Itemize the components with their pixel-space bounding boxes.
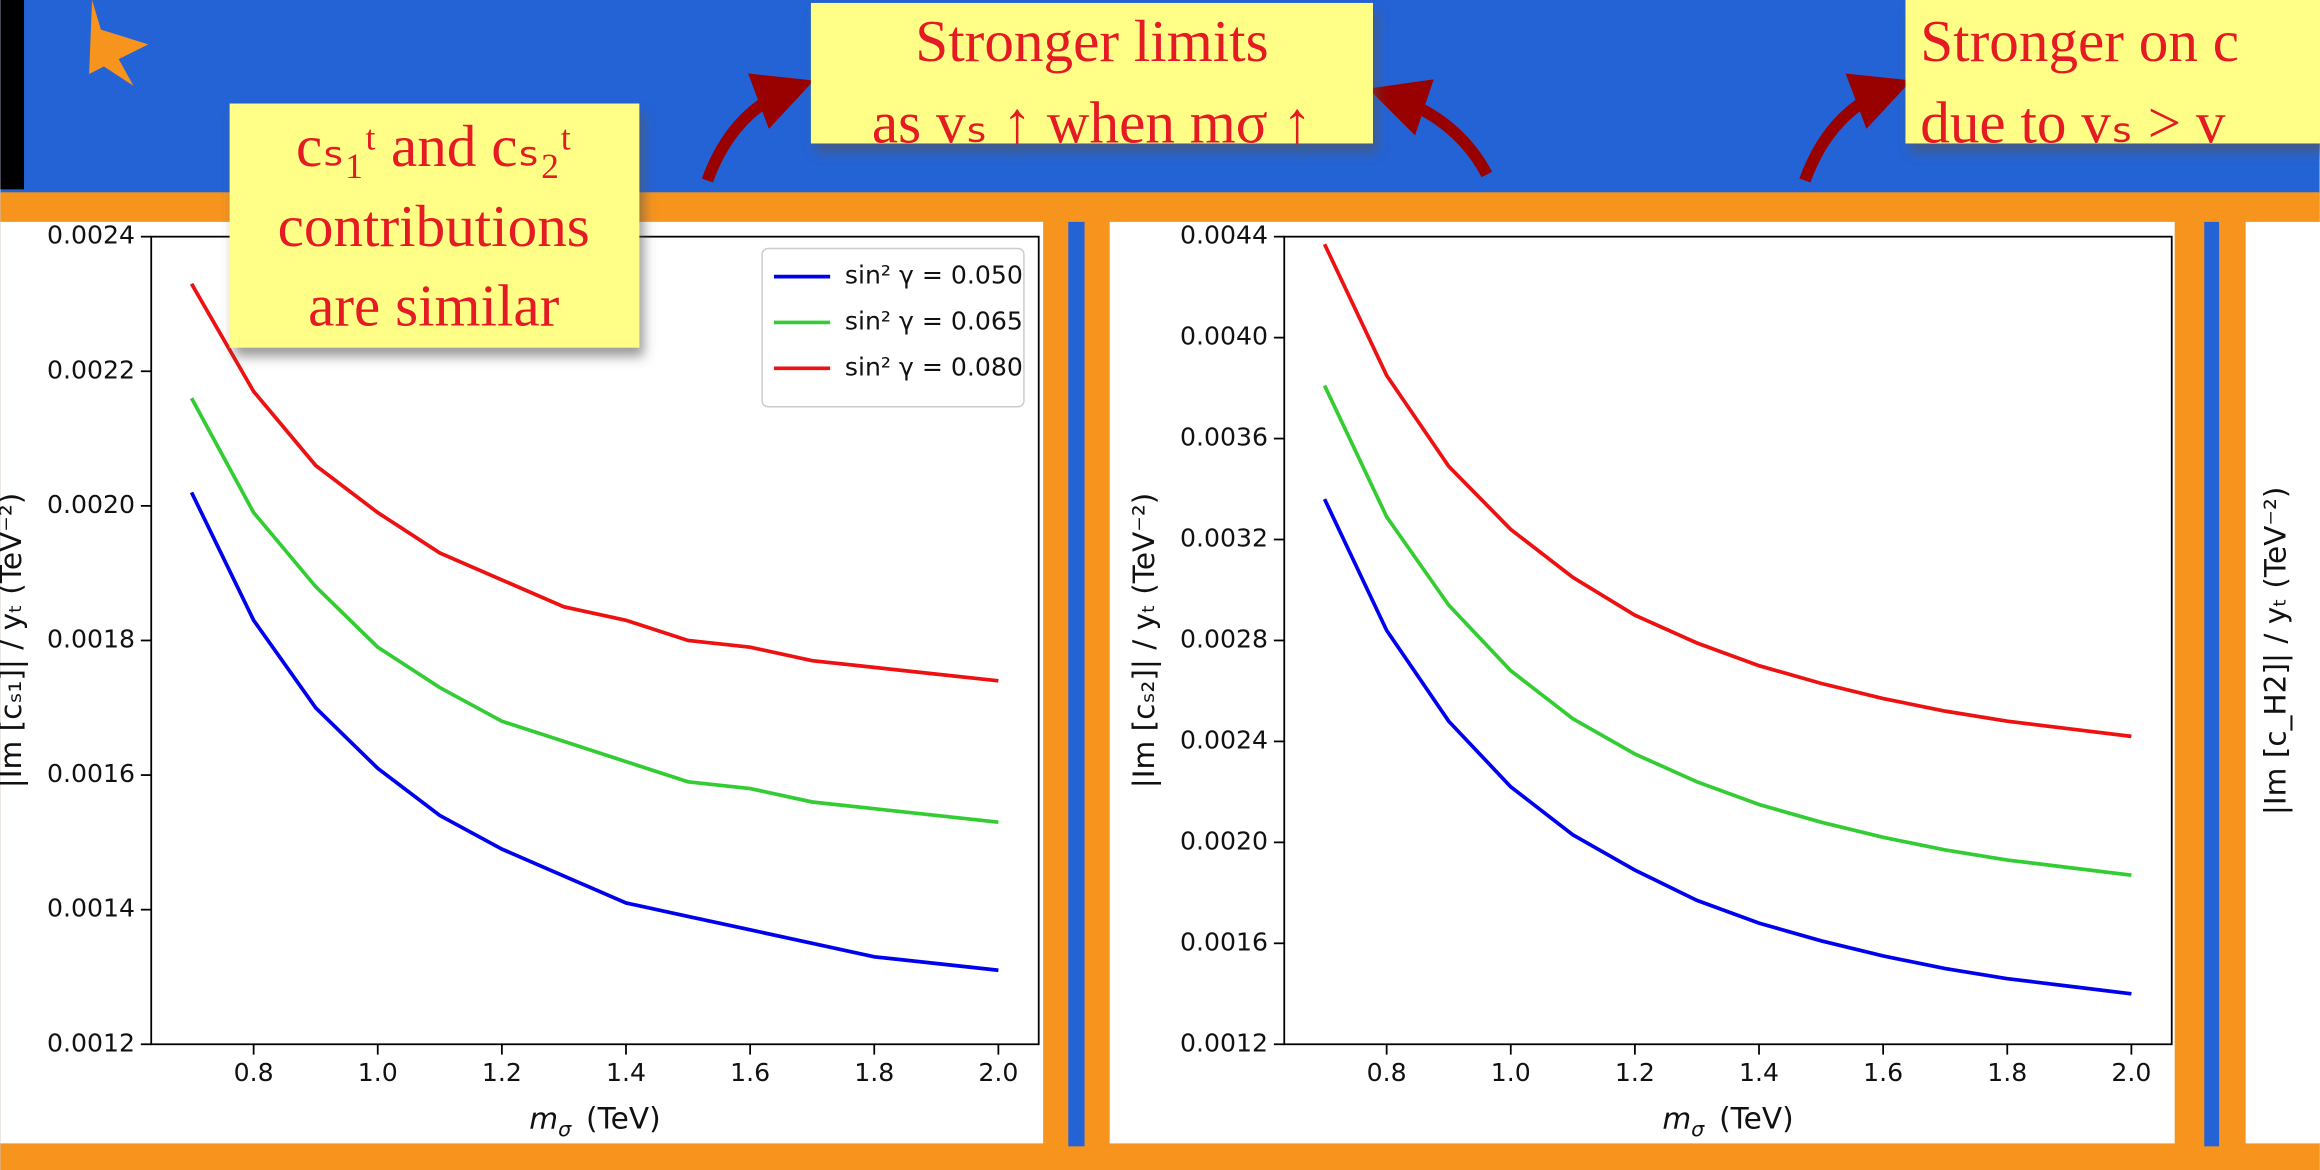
x-axis-label: mσ (TeV) <box>529 1102 660 1141</box>
y-tick-label: 0.0016 <box>47 759 135 788</box>
panel <box>1109 221 2175 1144</box>
annotation-text: due to vₛ > v <box>1920 89 2226 155</box>
annotation-box <box>1905 0 2320 144</box>
annotation-text: as vₛ ↑ when mσ ↑ <box>872 89 1312 155</box>
y-tick-label: 0.0028 <box>1180 624 1268 653</box>
x-tick-label: 1.4 <box>1739 1058 1779 1087</box>
y-tick-label: 0.0040 <box>1180 322 1268 351</box>
y-tick-label: 0.0044 <box>1180 221 1268 250</box>
divider <box>2204 221 2220 1147</box>
legend-label: sin² γ = 0.080 <box>845 352 1023 381</box>
divider <box>1068 221 1085 1147</box>
x-label-symbol: m <box>529 1102 558 1136</box>
y-tick-label: 0.0012 <box>1180 1028 1268 1057</box>
cursor-icon <box>89 0 149 86</box>
annotation-text: cₛ₁ᵗ and cₛ₂ᵗ <box>296 113 572 179</box>
line-series <box>189 491 999 973</box>
x-label-symbol: m <box>1662 1102 1691 1136</box>
y-tick-label: 0.0012 <box>47 1028 135 1057</box>
y-tick-label: 0.0024 <box>47 221 135 250</box>
x-tick-label: 1.0 <box>358 1058 398 1087</box>
y-axis-label: |Im [cₛ₂]| / yₜ (TeV⁻²) <box>1127 493 1162 789</box>
x-tick-label: 0.8 <box>234 1058 274 1087</box>
x-tick-label: 1.4 <box>606 1058 646 1087</box>
y-tick-label: 0.0022 <box>47 355 135 384</box>
panel <box>2245 221 2320 1144</box>
x-tick-label: 1.2 <box>482 1058 522 1087</box>
annotation-text: are similar <box>308 273 560 339</box>
line-series <box>189 282 999 683</box>
line-series <box>189 397 999 825</box>
annotation-box <box>810 2 1373 144</box>
arrow <box>1368 79 1493 178</box>
line-series <box>1322 243 2132 739</box>
x-tick-label: 1.2 <box>1615 1058 1655 1087</box>
edge-graphic <box>0 0 25 190</box>
y-tick-label: 0.0024 <box>1180 725 1268 754</box>
y-axis-label: |Im [cₛ₁]| / yₜ (TeV⁻²) <box>0 493 29 789</box>
x-axis-label: mσ (TeV) <box>1662 1102 1793 1141</box>
x-label-unit: (TeV) <box>1719 1102 1794 1136</box>
annotation-text: Stronger limits <box>915 8 1268 74</box>
line-series <box>1322 498 2132 996</box>
x-tick-label: 1.8 <box>854 1058 894 1087</box>
y-tick-label: 0.0036 <box>1180 423 1268 452</box>
line-series <box>1322 384 2132 878</box>
arrow <box>1799 73 1912 183</box>
plot-frame <box>1283 235 2173 1046</box>
x-tick-label: 2.0 <box>978 1058 1018 1087</box>
x-label-sub: σ <box>558 1117 572 1141</box>
y-tick-label: 0.0032 <box>1180 524 1268 553</box>
x-label-unit: (TeV) <box>586 1102 661 1136</box>
x-label-sub: σ <box>1691 1117 1705 1141</box>
x-tick-label: 2.0 <box>2111 1058 2151 1087</box>
annotation-box <box>229 103 640 348</box>
y-tick-label: 0.0020 <box>1180 826 1268 855</box>
x-tick-label: 1.6 <box>730 1058 770 1087</box>
legend-label: sin² γ = 0.050 <box>845 261 1023 290</box>
y-axis-label: |Im [c_H2]| / yₜ (TeV⁻²) <box>2259 487 2294 815</box>
legend-label: sin² γ = 0.065 <box>845 306 1023 335</box>
x-tick-label: 1.6 <box>1863 1058 1903 1087</box>
y-tick-label: 0.0020 <box>47 490 135 519</box>
annotation-text: contributions <box>278 193 590 259</box>
x-tick-label: 1.0 <box>1491 1058 1531 1087</box>
y-tick-label: 0.0016 <box>1180 927 1268 956</box>
x-tick-label: 0.8 <box>1367 1058 1407 1087</box>
y-tick-label: 0.0018 <box>47 624 135 653</box>
y-tick-label: 0.0014 <box>47 894 135 923</box>
arrow <box>701 73 814 183</box>
x-tick-label: 1.8 <box>1987 1058 2027 1087</box>
annotation-text: Stronger on c <box>1920 8 2239 74</box>
